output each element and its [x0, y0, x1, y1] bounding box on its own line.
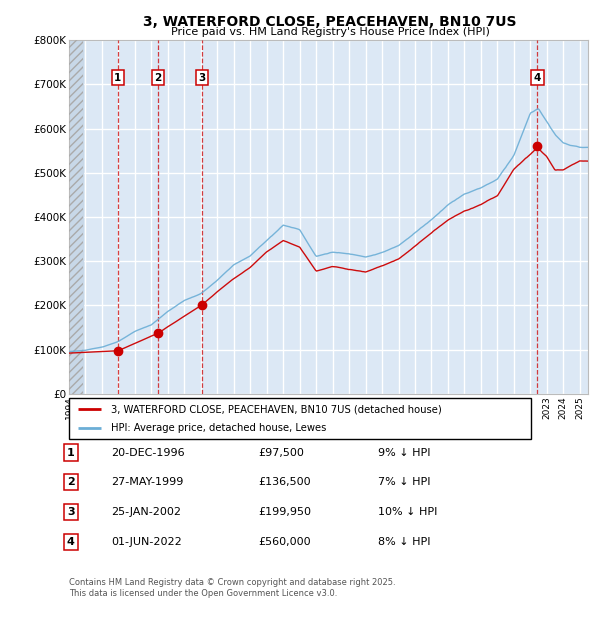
Text: 2: 2 — [67, 477, 74, 487]
Text: 4: 4 — [533, 73, 541, 83]
Text: Contains HM Land Registry data © Crown copyright and database right 2025.: Contains HM Land Registry data © Crown c… — [69, 577, 395, 587]
Text: 7% ↓ HPI: 7% ↓ HPI — [378, 477, 431, 487]
Text: 25-JAN-2002: 25-JAN-2002 — [111, 507, 181, 517]
Text: 2: 2 — [154, 73, 161, 83]
Text: £560,000: £560,000 — [258, 537, 311, 547]
Text: 4: 4 — [67, 537, 75, 547]
Text: 01-JUN-2022: 01-JUN-2022 — [111, 537, 182, 547]
Text: HPI: Average price, detached house, Lewes: HPI: Average price, detached house, Lewe… — [110, 423, 326, 433]
Text: 3, WATERFORD CLOSE, PEACEHAVEN, BN10 7US (detached house): 3, WATERFORD CLOSE, PEACEHAVEN, BN10 7US… — [110, 404, 442, 415]
Bar — [69, 40, 83, 394]
Text: 3: 3 — [199, 73, 206, 83]
Bar — [69, 40, 83, 394]
Text: 3: 3 — [67, 507, 74, 517]
Text: 20-DEC-1996: 20-DEC-1996 — [111, 448, 185, 458]
Text: This data is licensed under the Open Government Licence v3.0.: This data is licensed under the Open Gov… — [69, 588, 337, 598]
Text: £199,950: £199,950 — [258, 507, 311, 517]
Text: £97,500: £97,500 — [258, 448, 304, 458]
Text: £136,500: £136,500 — [258, 477, 311, 487]
Text: Price paid vs. HM Land Registry's House Price Index (HPI): Price paid vs. HM Land Registry's House … — [170, 27, 490, 37]
Text: 27-MAY-1999: 27-MAY-1999 — [111, 477, 184, 487]
Text: 1: 1 — [115, 73, 122, 83]
Text: 1: 1 — [67, 448, 74, 458]
Text: 10% ↓ HPI: 10% ↓ HPI — [378, 507, 437, 517]
Text: 3, WATERFORD CLOSE, PEACEHAVEN, BN10 7US: 3, WATERFORD CLOSE, PEACEHAVEN, BN10 7US — [143, 15, 517, 29]
Text: 9% ↓ HPI: 9% ↓ HPI — [378, 448, 431, 458]
FancyBboxPatch shape — [69, 398, 531, 439]
Text: 8% ↓ HPI: 8% ↓ HPI — [378, 537, 431, 547]
